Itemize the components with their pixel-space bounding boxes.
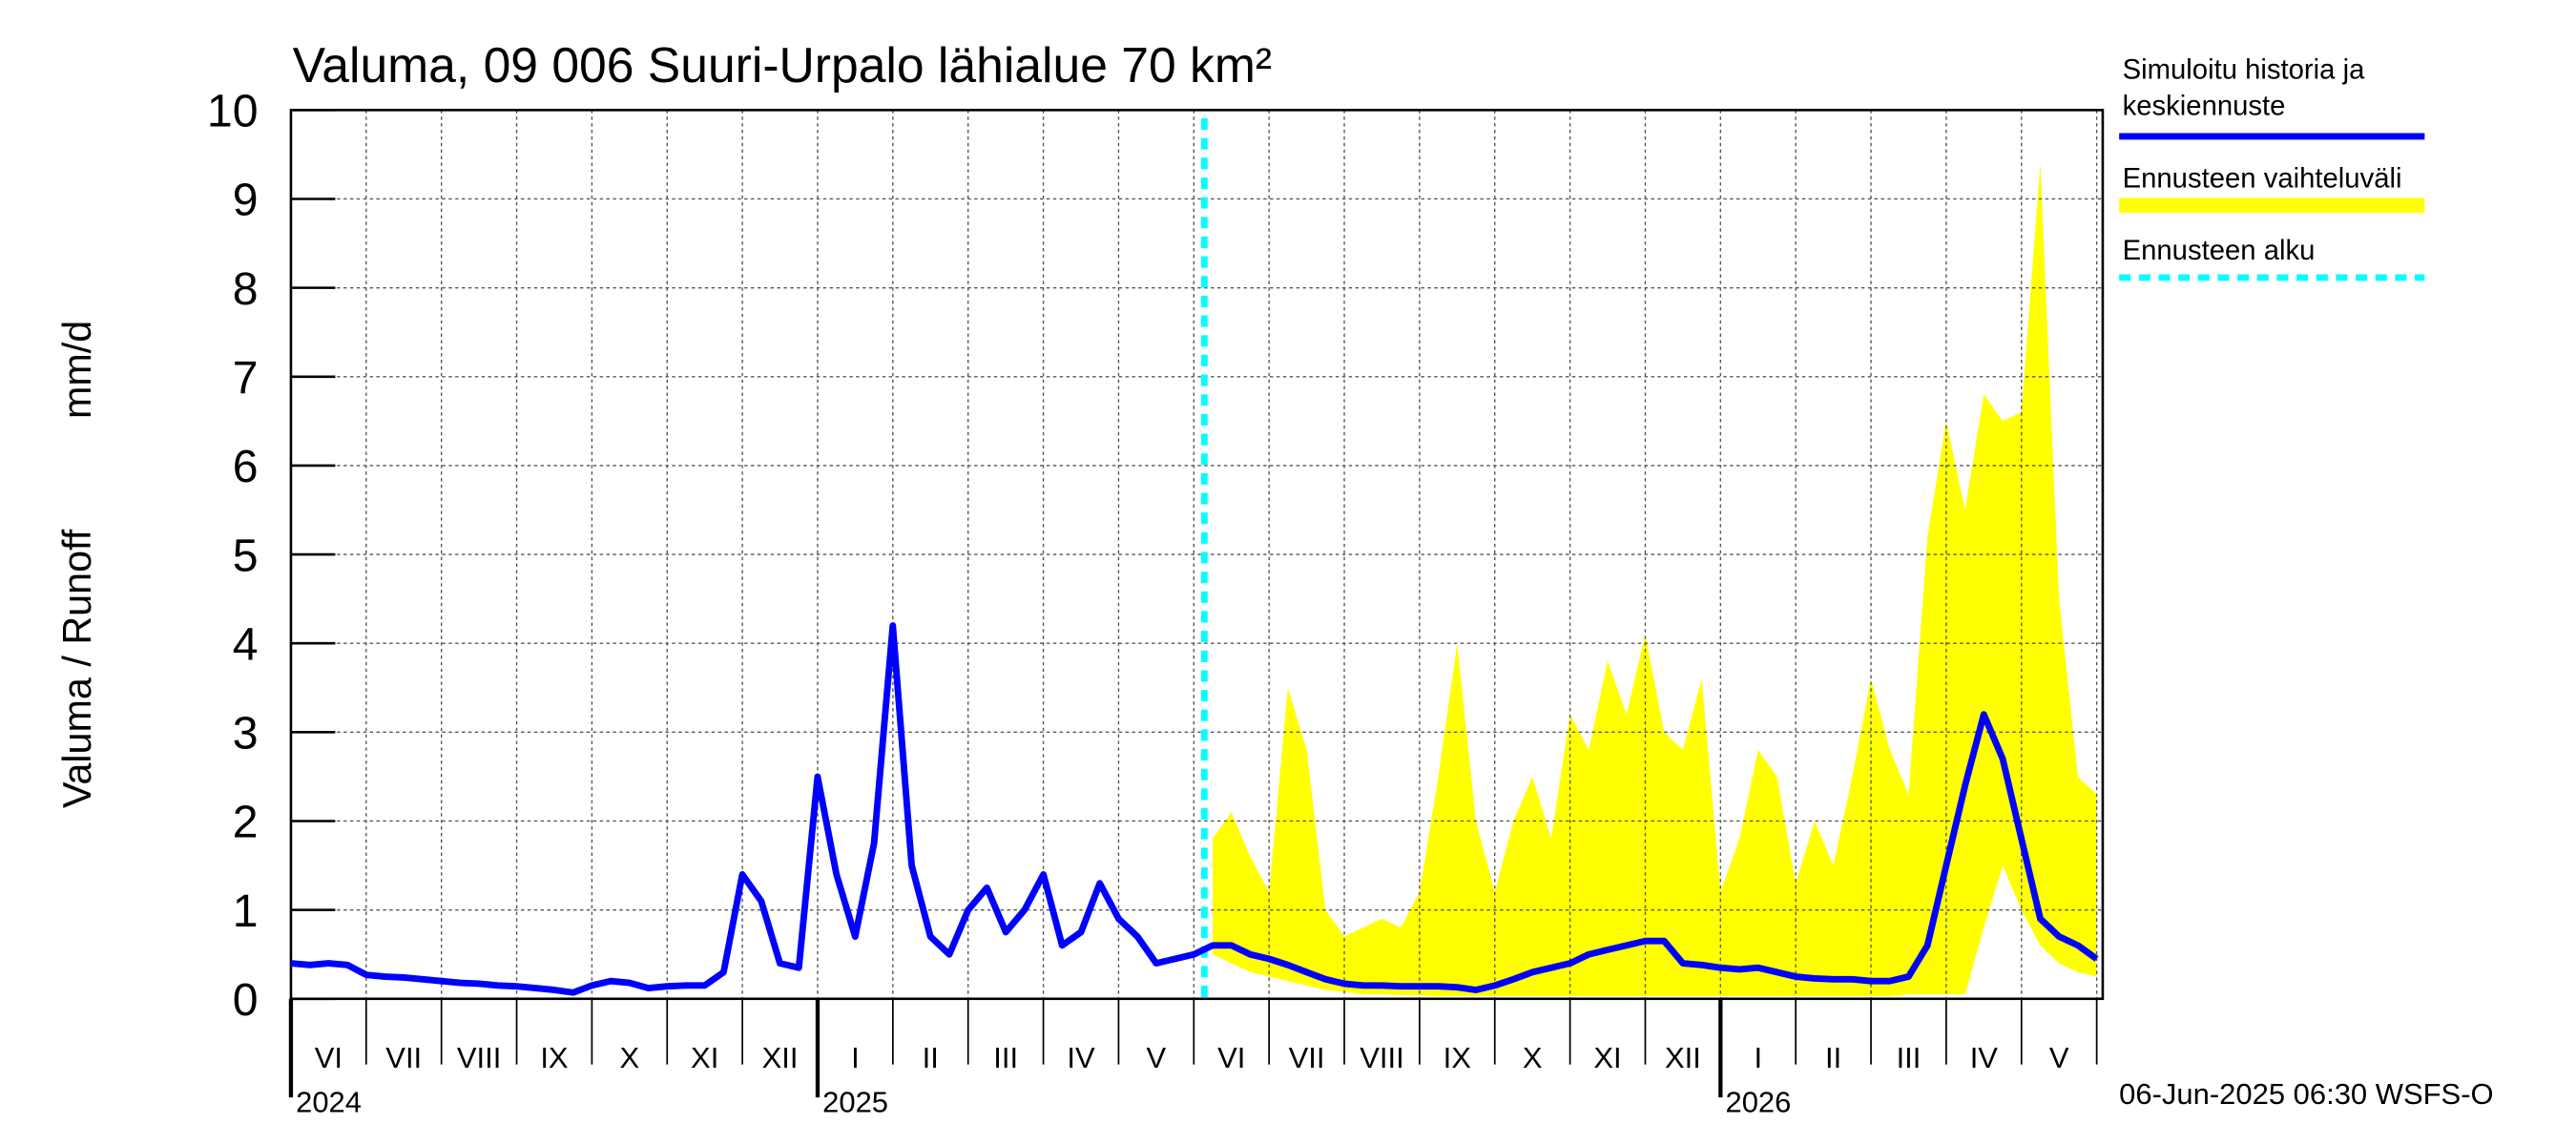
y-tick-label: 3 (233, 708, 259, 760)
legend-label: Simuloitu historia ja keskiennuste (2122, 53, 2365, 122)
y-tick-label: 4 (233, 618, 259, 670)
legend-label: Ennusteen alku (2122, 235, 2316, 266)
month-label: VI (315, 1041, 343, 1074)
month-label: VII (1289, 1041, 1325, 1074)
month-label: II (1825, 1041, 1841, 1074)
month-label: XI (1593, 1041, 1621, 1074)
month-label: VIII (457, 1041, 501, 1074)
month-label: VIII (1360, 1041, 1403, 1074)
month-label: I (851, 1041, 860, 1074)
month-label: IX (1444, 1041, 1471, 1074)
y-axis-unit: mm/d (55, 321, 99, 419)
month-label: III (993, 1041, 1018, 1074)
y-axis-label: Valuma / Runoff (55, 529, 99, 808)
series-line (290, 622, 2099, 996)
legend-label: Ennusteen vaihteluväli (2122, 162, 2402, 195)
month-label: V (2049, 1041, 2069, 1074)
month-label: IV (1067, 1041, 1095, 1074)
y-tick-label: 10 (207, 86, 259, 137)
y-tick-label: 8 (233, 263, 259, 315)
month-label: II (923, 1041, 939, 1074)
month-label: I (1754, 1041, 1762, 1074)
year-label: 2024 (296, 1086, 362, 1119)
year-label: 2026 (1725, 1086, 1791, 1119)
month-label: XII (762, 1041, 799, 1074)
y-tick-label: 7 (233, 352, 259, 404)
plot-frame (289, 109, 2105, 1001)
y-tick-label: 9 (233, 175, 259, 226)
y-tick-label: 0 (233, 974, 259, 1026)
month-label: III (1897, 1041, 1922, 1074)
month-label: IX (540, 1041, 568, 1074)
year-label: 2025 (822, 1086, 888, 1119)
month-label: XI (691, 1041, 718, 1074)
month-label: XII (1665, 1041, 1701, 1074)
legend-text-box: Simuloitu historia ja keskiennuste (2122, 53, 2365, 122)
forecast-band (1212, 163, 2097, 997)
month-label: V (1147, 1041, 1167, 1074)
footer: 06-Jun-2025 06:30 WSFS-O (2119, 1077, 2493, 1111)
y-tick-label: 2 (233, 797, 259, 848)
month-label: X (1523, 1041, 1543, 1074)
month-label: X (620, 1041, 640, 1074)
y-tick-label: 6 (233, 441, 259, 492)
month-label: VI (1217, 1041, 1245, 1074)
month-label: VII (385, 1041, 422, 1074)
y-tick-label: 1 (233, 885, 259, 937)
chart-title: Valuma, 09 006 Suuri-Urpalo lähialue 70 … (293, 37, 1272, 93)
legend-text-box: Ennusteen alku (2122, 235, 2316, 266)
y-tick-label: 5 (233, 530, 259, 581)
month-label: IV (1970, 1041, 1999, 1074)
legend-text-box: Ennusteen vaihteluväli (2122, 162, 2402, 195)
